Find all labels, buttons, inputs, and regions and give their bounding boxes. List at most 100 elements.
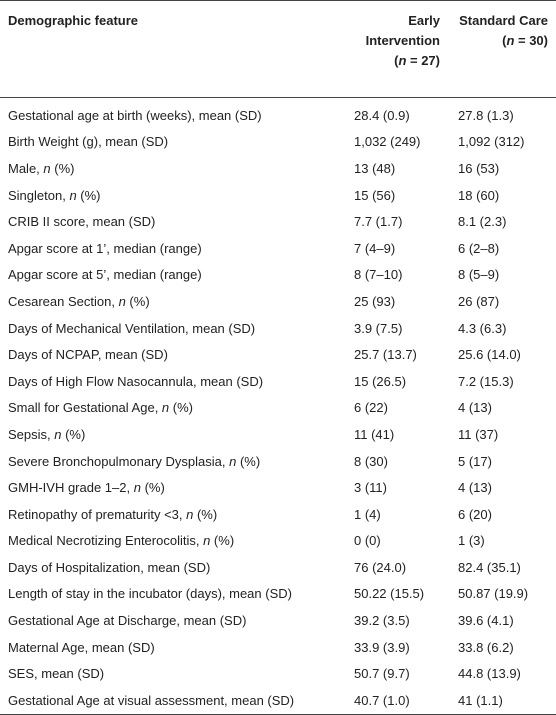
cell-value: 33.9 (3.9) (354, 639, 410, 655)
table-row: Days of NCPAP, mean (SD) 25.7 (13.7) 25.6 … (0, 341, 556, 368)
cell-value: 11 (41) (354, 426, 395, 442)
cell-value: 4 (13) (458, 480, 492, 496)
row-label: Maternal Age, mean (SD) (8, 639, 155, 655)
row-label: Sepsis, n (%) (8, 426, 86, 442)
table-row: Cesarean Section, n (%) 25 (93) 26 (87) (0, 288, 556, 315)
cell-value: 27.8 (1.3) (458, 107, 514, 123)
table-row: Days of Hospitalization, mean (SD) 76 (24… (0, 554, 556, 581)
cell-value: 3.9 (7.5) (354, 320, 403, 336)
table-row: Days of Mechanical Ventilation, mean (SD… (0, 315, 556, 342)
cell-value: 16 (53) (458, 160, 500, 176)
cell-value: 28.4 (0.9) (354, 107, 410, 123)
row-label: Days of NCPAP, mean (SD) (8, 347, 168, 363)
row-label: Small for Gestational Age, n (%) (8, 400, 193, 416)
cell-value: 76 (24.0) (354, 559, 407, 575)
row-label: Birth Weight (g), mean (SD) (8, 134, 169, 150)
row-label: Days of Mechanical Ventilation, mean (SD… (8, 320, 256, 336)
table-row: Length of stay in the incubator (days), … (0, 581, 556, 608)
cell-value: 82.4 (35.1) (458, 559, 521, 575)
column-n: (n = 27) (394, 53, 440, 68)
cell-value: 7 (4–9) (354, 240, 396, 256)
table-row: Singleton, n (%) 15 (56) 18 (60) (0, 182, 556, 209)
table-row: Gestational Age at Discharge, mean (SD) 3… (0, 607, 556, 634)
table-row: Small for Gestational Age, n (%) 6 (22) 4 … (0, 395, 556, 422)
cell-value: 1 (3) (458, 533, 485, 549)
cell-value: 1,032 (249) (354, 134, 421, 150)
table-body: Gestational age at birth (weeks), mean (… (0, 98, 556, 715)
cell-value: 7.7 (1.7) (354, 214, 403, 230)
cell-value: 6 (22) (354, 400, 388, 416)
row-label: Cesarean Section, n (%) (8, 293, 150, 309)
table-row: SES, mean (SD) 50.7 (9.7) 44.8 (13.9) (0, 660, 556, 687)
row-label: Medical Necrotizing Enterocolitis, n (%) (8, 533, 235, 549)
table-row: CRIB II score, mean (SD) 7.7 (1.7) 8.1 (2.… (0, 208, 556, 235)
row-label: Length of stay in the incubator (days), … (8, 586, 292, 602)
cell-value: 25.7 (13.7) (354, 347, 417, 363)
row-label: Retinopathy of prematurity <3, n (%) (8, 506, 218, 522)
cell-value: 4 (13) (458, 400, 492, 416)
table-row: Gestational age at birth (weeks), mean (… (0, 98, 556, 129)
table-row: Sepsis, n (%) 11 (41) 11 (37) (0, 421, 556, 448)
cell-value: 33.8 (6.2) (458, 639, 514, 655)
table-row: Gestational Age at visual assessment, me… (0, 687, 556, 714)
row-label: Gestational Age at visual assessment, me… (8, 692, 295, 708)
cell-value: 4.3 (6.3) (458, 320, 507, 336)
column-label: Early Intervention (365, 13, 440, 48)
cell-value: 25.6 (14.0) (458, 347, 521, 363)
row-label: Severe Bronchopulmonary Dysplasia, n (%) (8, 453, 261, 469)
cell-value: 7.2 (15.3) (458, 373, 514, 389)
cell-value: 3 (11) (354, 480, 387, 496)
cell-value: 15 (56) (354, 187, 396, 203)
table-row: Severe Bronchopulmonary Dysplasia, n (%)… (0, 448, 556, 475)
cell-value: 11 (37) (458, 426, 499, 442)
cell-value: 50.7 (9.7) (354, 666, 410, 682)
column-label: Demographic feature (8, 13, 139, 28)
cell-value: 6 (20) (458, 506, 492, 522)
table-row: Birth Weight (g), mean (SD) 1,032 (249) 1,… (0, 129, 556, 156)
table-row: Days of High Flow Nasocannula, mean (SD)… (0, 368, 556, 395)
table-row: Medical Necrotizing Enterocolitis, n (%)… (0, 528, 556, 555)
column-header: Demographic feature (0, 1, 344, 98)
cell-value: 25 (93) (354, 293, 396, 309)
row-label: Apgar score at 1’, median (range) (8, 240, 202, 256)
column-label: Standard Care (459, 13, 548, 28)
cell-value: 44.8 (13.9) (458, 666, 521, 682)
row-label: Singleton, n (%) (8, 187, 101, 203)
table-header: Demographic feature Early Intervention (n … (0, 0, 556, 98)
cell-value: 41 (1.1) (458, 692, 503, 708)
cell-value: 13 (48) (354, 160, 396, 176)
cell-value: 8.1 (2.3) (458, 214, 507, 230)
table-row: Apgar score at 1’, median (range) 7 (4–9)… (0, 235, 556, 262)
table-row: Male, n (%) 13 (48) 16 (53) (0, 155, 556, 182)
column-n: (n = 30) (502, 33, 548, 48)
column-header: Early Intervention (n = 27) (344, 1, 448, 98)
cell-value: 1 (4) (354, 506, 381, 522)
cell-value: 39.2 (3.5) (354, 613, 410, 629)
cell-value: 50.22 (15.5) (354, 586, 425, 602)
table-row: GMH-IVH grade 1–2, n (%) 3 (11) 4 (13) (0, 474, 556, 501)
cell-value: 8 (5–9) (458, 267, 500, 283)
cell-value: 26 (87) (458, 293, 500, 309)
cell-value: 8 (7–10) (354, 267, 403, 283)
cell-value: 6 (2–8) (458, 240, 500, 256)
cell-value: 39.6 (4.1) (458, 613, 514, 629)
row-label: Gestational Age at Discharge, mean (SD) (8, 613, 247, 629)
cell-value: 50.87 (19.9) (458, 586, 529, 602)
row-label: Days of Hospitalization, mean (SD) (8, 559, 211, 575)
cell-value: 5 (17) (458, 453, 492, 469)
cell-value: 0 (0) (354, 533, 381, 549)
row-label: GMH-IVH grade 1–2, n (%) (8, 480, 165, 496)
row-label: Gestational age at birth (weeks), mean (… (8, 107, 262, 123)
row-label: Male, n (%) (8, 160, 75, 176)
row-label: Apgar score at 5’, median (range) (8, 267, 202, 283)
cell-value: 1,092 (312) (458, 134, 525, 150)
row-label: Days of High Flow Nasocannula, mean (SD) (8, 373, 264, 389)
row-label: CRIB II score, mean (SD) (8, 214, 156, 230)
table-row: Apgar score at 5’, median (range) 8 (7–10… (0, 262, 556, 289)
column-header: Standard Care (n = 30) (448, 1, 556, 98)
header-row: Demographic feature Early Intervention (n … (0, 0, 556, 98)
cell-value: 8 (30) (354, 453, 388, 469)
row-label: SES, mean (SD) (8, 666, 105, 682)
